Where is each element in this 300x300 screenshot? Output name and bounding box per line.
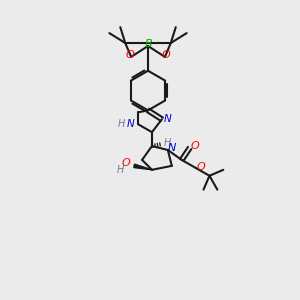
Text: N: N [164,114,172,124]
Text: H: H [117,165,124,175]
Text: B: B [145,39,153,49]
Text: O: O [161,50,170,60]
Text: O: O [196,162,205,172]
Text: O: O [190,141,199,151]
Text: N: N [126,119,134,129]
Polygon shape [134,164,152,170]
Text: H: H [118,119,125,129]
Text: O: O [126,50,135,60]
Text: N: N [168,143,176,153]
Text: O: O [122,158,130,168]
Text: H: H [164,138,172,148]
